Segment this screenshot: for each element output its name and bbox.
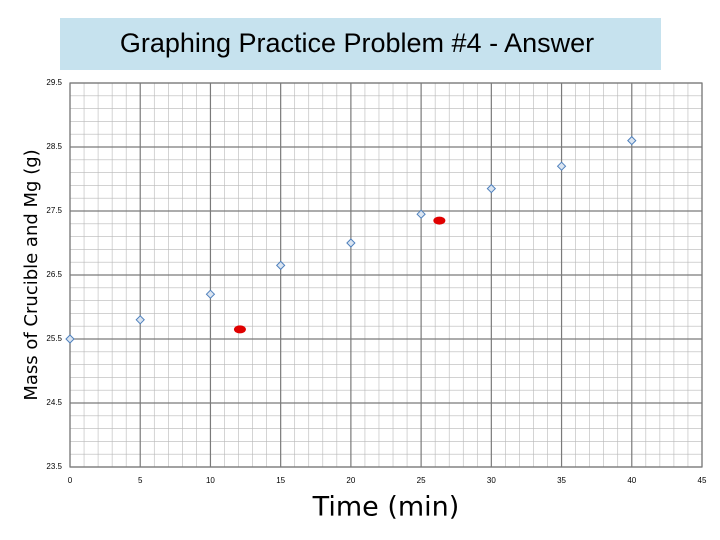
title-box: [60, 18, 661, 70]
data-point: [65, 334, 75, 344]
plot-border: [69, 82, 703, 468]
data-point: [346, 238, 356, 248]
x-tick-label: 35: [557, 476, 566, 485]
data-point: [486, 183, 497, 194]
y-tick-label: 25.5: [46, 334, 62, 343]
data-point: [627, 135, 637, 146]
chart-title: Graphing Practice Problem #4 - Answer: [120, 28, 594, 58]
y-tick-label: 29.5: [46, 78, 62, 87]
data-point: [275, 260, 286, 271]
data-point: [205, 289, 216, 299]
y-tick-label: 27.5: [46, 206, 62, 215]
x-tick-label: 10: [206, 476, 215, 485]
x-tick-label: 30: [487, 476, 496, 485]
y-axis-label: Mass of Crucible and Mg (g): [21, 149, 42, 400]
data-point: [433, 216, 446, 225]
data-point: [135, 315, 145, 325]
data-point: [416, 209, 426, 219]
y-tick-label: 24.5: [46, 398, 62, 407]
x-tick-label: 25: [417, 476, 426, 485]
data-point: [233, 325, 246, 334]
y-tick-label: 28.5: [46, 142, 62, 151]
x-tick-label: 0: [68, 476, 73, 485]
x-axis-label: Time (min): [312, 492, 460, 523]
y-tick-label: 23.5: [46, 462, 62, 471]
x-tick-label: 45: [698, 476, 707, 485]
x-tick-label: 20: [346, 476, 355, 485]
plot-area: 0 5 10 15 20 25 30 35 40 45 23.5 24.5 25.5 26.5 27.5 28…: [46, 78, 707, 485]
data-point: [556, 161, 567, 171]
y-tick-label: 26.5: [46, 270, 62, 279]
x-tick-label: 15: [276, 476, 285, 485]
x-tick-label: 40: [627, 476, 636, 485]
x-tick-label: 5: [138, 476, 143, 485]
